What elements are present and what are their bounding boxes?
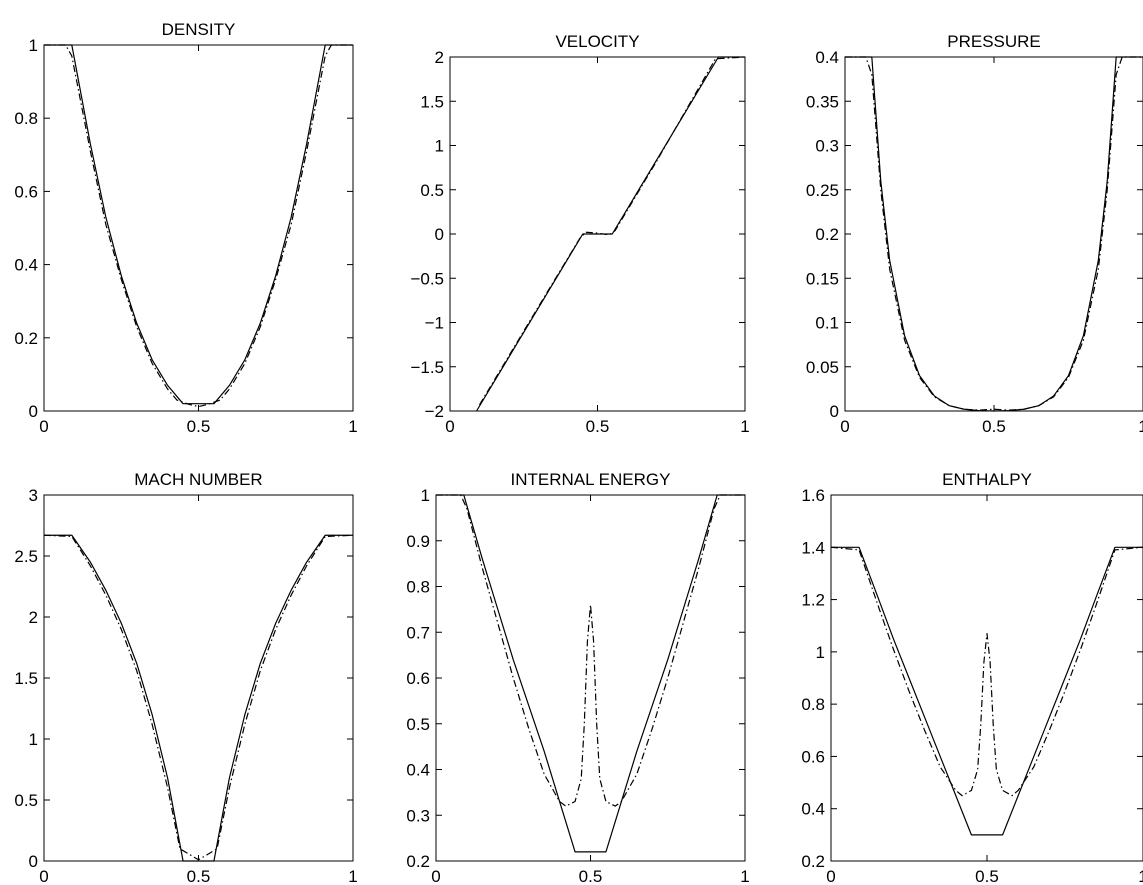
y-tick-label: 0.5 (420, 181, 444, 200)
y-tick-label: 0.1 (815, 314, 839, 333)
y-tick-label: 0.4 (801, 800, 825, 819)
dashdot-series-line (478, 56, 746, 406)
y-tick-label: 0.2 (14, 329, 38, 348)
y-tick-label: 0 (830, 402, 839, 421)
subplot-title: PRESSURE (947, 32, 1041, 51)
dashdot-series-line (845, 56, 1143, 411)
dashdot-series-line (43, 534, 354, 861)
x-tick-label: 0 (39, 417, 48, 436)
y-tick-label: 0.2 (801, 852, 825, 871)
y-tick-label: −1.5 (410, 358, 444, 377)
y-tick-label: 1 (29, 36, 38, 55)
y-tick-label: −0.5 (410, 269, 444, 288)
dashdot-series-line (44, 44, 353, 408)
x-tick-label: 1 (1138, 417, 1143, 436)
solid-series-line (436, 494, 745, 853)
y-tick-label: 0.8 (406, 578, 430, 597)
y-tick-label: 2 (435, 48, 444, 67)
x-tick-label: 1 (740, 417, 749, 436)
solid-series-line (831, 546, 1143, 836)
y-tick-label: 1.6 (801, 486, 825, 505)
y-tick-label: 0.2 (406, 852, 430, 871)
subplot-title: ENTHALPY (942, 470, 1032, 489)
subplot-4: MACH NUMBER 0 0.5 1 0 0.5 1 1.5 2 2.5 3 (14, 470, 357, 885)
y-tick-label: 0.3 (815, 137, 839, 156)
y-tick-label: 0.2 (815, 225, 839, 244)
x-tick-label: 0 (826, 867, 835, 885)
subplot-2: VELOCITY 0 0.5 1 −2 −1.5 −1 −0.5 0 0.5 1 1.5 2 (410, 32, 749, 436)
x-tick-label: 0 (445, 417, 454, 436)
y-tick-label: 1.2 (801, 591, 825, 610)
x-tick-label: 0.5 (187, 417, 211, 436)
subplot-5: INTERNAL ENERGY 0 0.5 1 0.2 0.3 0.4 0.5 0.6 0.7 0.… (406, 470, 749, 885)
y-tick-label: 1.5 (420, 92, 444, 111)
subplot-6: ENTHALPY 0 0.5 1 0.2 0.4 0.6 0.8 1 1.2 1.4 1.6 (801, 470, 1143, 885)
axes-frame (43, 494, 354, 862)
y-tick-label: 0.8 (14, 109, 38, 128)
x-tick-label: 0.5 (975, 867, 999, 885)
subplot-title: DENSITY (162, 20, 236, 39)
dashdot-series-line (830, 546, 1143, 797)
y-tick-label: 0.25 (806, 181, 839, 200)
x-tick-label: 1 (348, 867, 357, 885)
subplot-title: MACH NUMBER (134, 470, 262, 489)
axes-frame (830, 494, 1143, 862)
y-tick-label: 0.4 (406, 761, 430, 780)
axes-frame (435, 494, 746, 862)
subplot-title: VELOCITY (555, 32, 639, 51)
axes-frame (844, 56, 1143, 412)
y-tick-label: 0 (29, 402, 38, 421)
y-tick-label: 0.35 (806, 92, 839, 111)
y-tick-label: 0.4 (815, 48, 839, 67)
x-tick-label: 1 (1138, 867, 1143, 885)
y-tick-label: 0 (435, 225, 444, 244)
y-tick-label: 0.15 (806, 269, 839, 288)
y-tick-label: 1 (421, 486, 430, 505)
dashdot-series-line (436, 494, 745, 807)
x-tick-label: 0 (39, 867, 48, 885)
y-tick-label: 0.5 (406, 715, 430, 734)
y-tick-label: −1 (425, 314, 444, 333)
y-tick-label: 1 (435, 137, 444, 156)
x-tick-label: 0.5 (579, 867, 603, 885)
y-tick-label: 0.05 (806, 358, 839, 377)
subplot-title: INTERNAL ENERGY (511, 470, 671, 489)
x-tick-label: 1 (348, 417, 357, 436)
y-tick-label: 0 (29, 852, 38, 871)
y-tick-label: 0.5 (14, 791, 38, 810)
y-tick-label: 1 (29, 730, 38, 749)
y-tick-label: 3 (29, 486, 38, 505)
y-tick-label: 0.3 (406, 806, 430, 825)
solid-series-line (44, 44, 353, 405)
x-tick-label: 0.5 (187, 867, 211, 885)
y-tick-label: 0.4 (14, 256, 38, 275)
x-tick-label: 0 (840, 417, 849, 436)
subplot-3: PRESSURE 0 0.5 1 0 0.05 0.1 0.15 0.2 0.25 0.3 0.35 0… (806, 32, 1143, 436)
x-tick-label: 0.5 (586, 417, 610, 436)
x-tick-label: 1 (740, 867, 749, 885)
y-tick-label: −2 (425, 402, 444, 421)
y-tick-label: 0.9 (406, 532, 430, 551)
x-tick-label: 0.5 (982, 417, 1006, 436)
y-tick-label: 1 (816, 643, 825, 662)
subplot-1: DENSITY 0 0.5 1 0 0.2 0.4 0.6 0.8 1 (14, 20, 357, 436)
solid-series-line (845, 56, 1143, 412)
y-tick-label: 1.4 (801, 538, 825, 557)
y-tick-label: 2 (29, 608, 38, 627)
x-tick-label: 0 (431, 867, 440, 885)
y-tick-label: 0.6 (406, 669, 430, 688)
solid-series-line (44, 534, 353, 862)
y-tick-label: 0.7 (406, 623, 430, 642)
y-tick-label: 1.5 (14, 669, 38, 688)
y-tick-label: 0.6 (801, 747, 825, 766)
axes-frame (43, 44, 354, 412)
y-tick-label: 2.5 (14, 547, 38, 566)
y-tick-label: 0.6 (14, 182, 38, 201)
y-tick-label: 0.8 (801, 695, 825, 714)
